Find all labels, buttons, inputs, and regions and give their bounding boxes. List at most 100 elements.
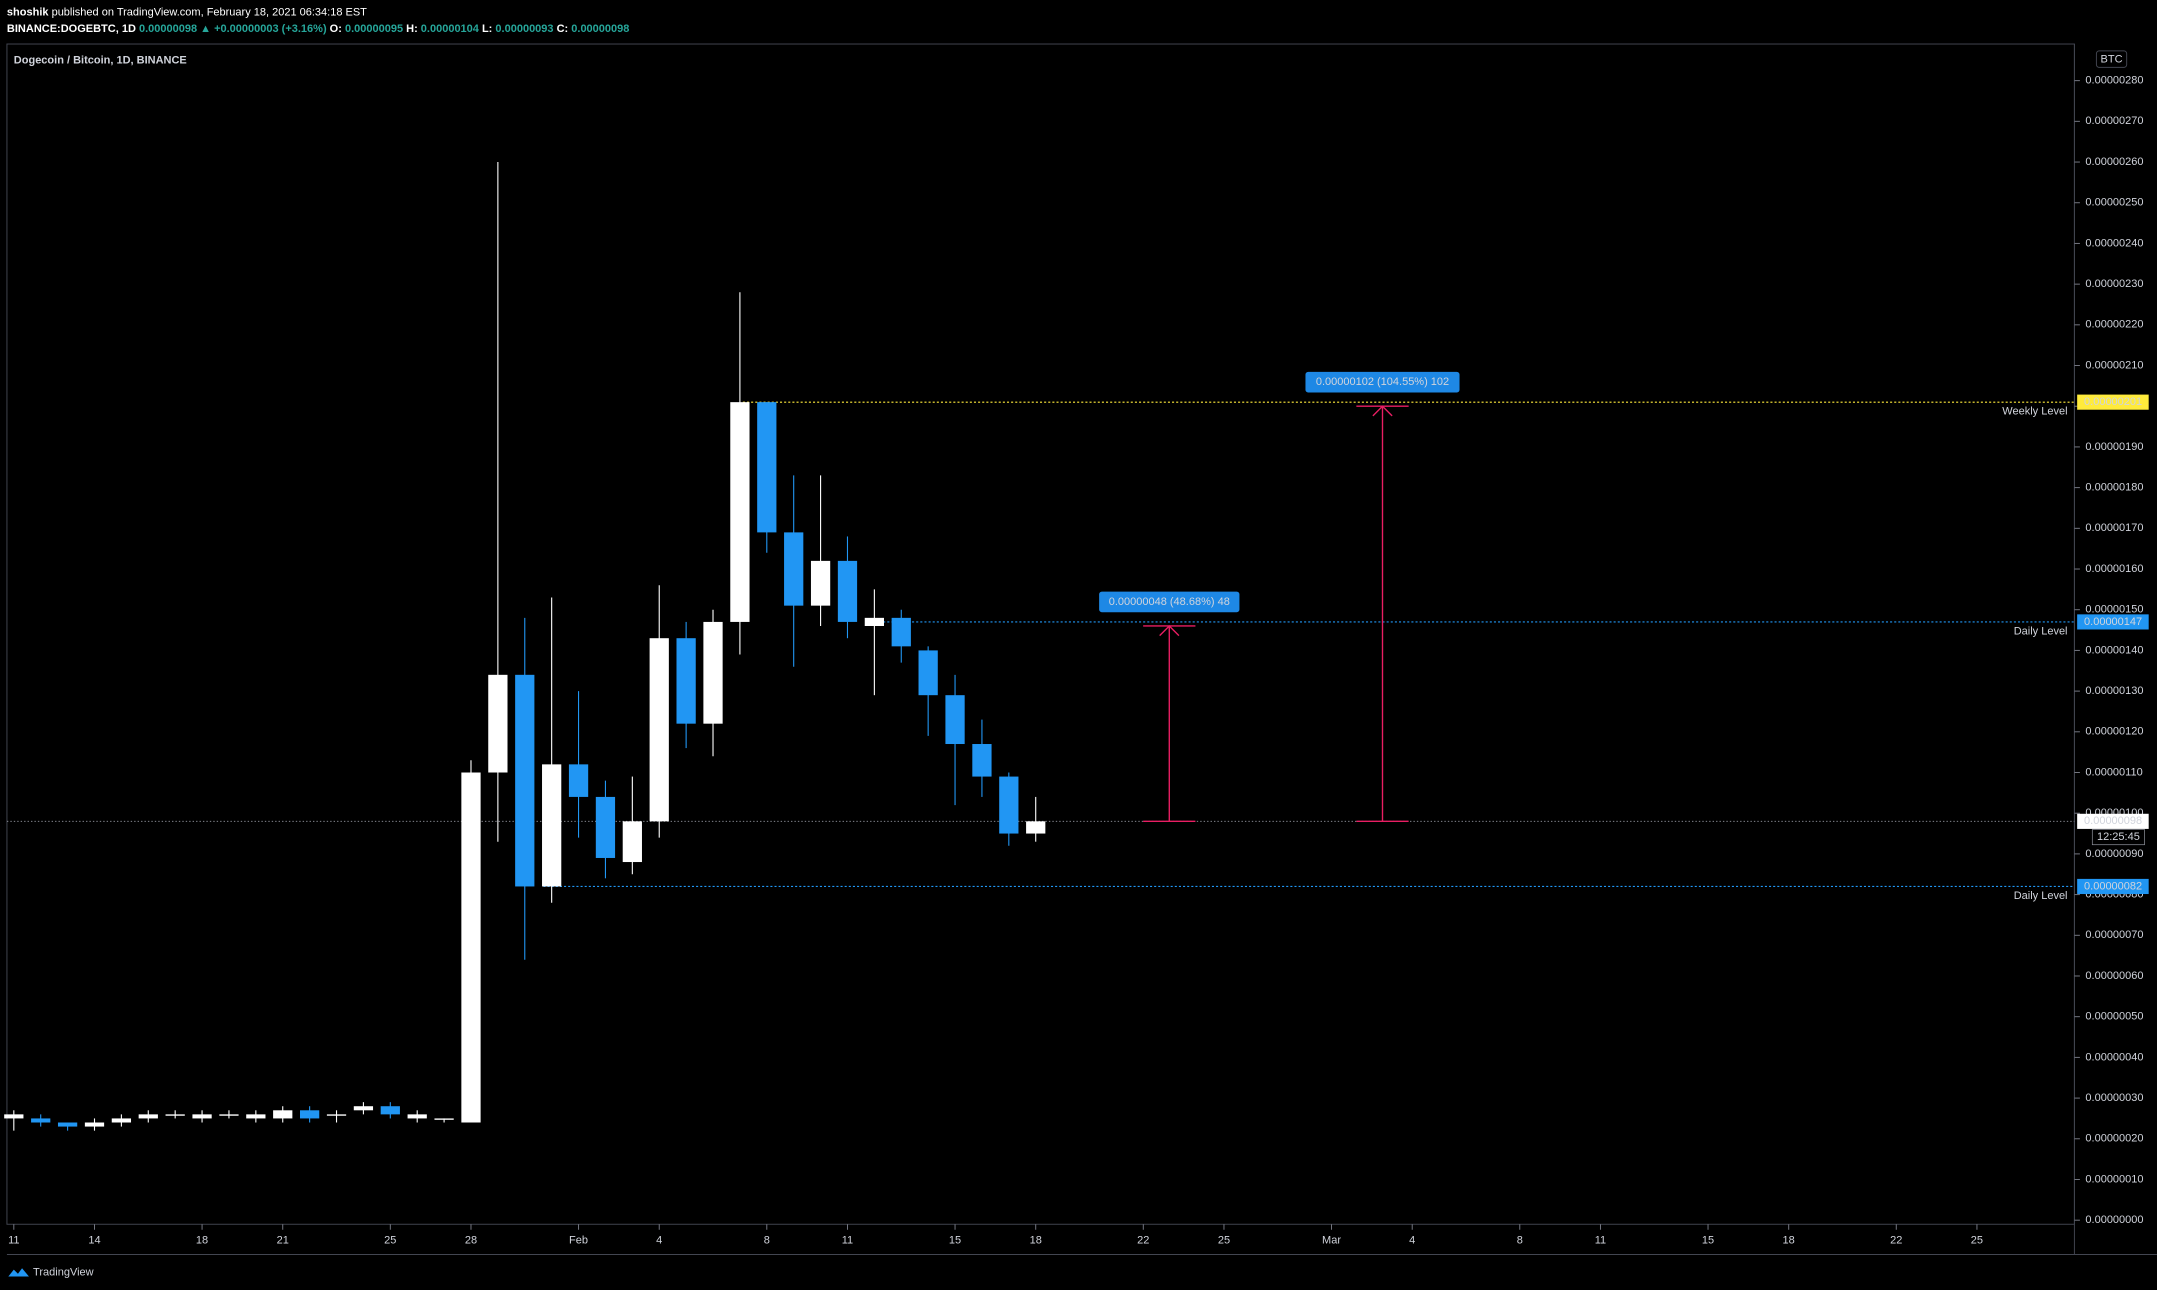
x-tick-label: Mar bbox=[1322, 1235, 1341, 1247]
candle-body bbox=[434, 1118, 454, 1120]
y-tick-label: 0.00000020 bbox=[2085, 1133, 2143, 1145]
x-tick-label: 22 bbox=[1890, 1235, 1902, 1247]
y-tick-label: 0.00000170 bbox=[2085, 522, 2143, 534]
chart-title: Dogecoin / Bitcoin, 1D, BINANCE bbox=[14, 54, 187, 66]
candle-body bbox=[407, 1114, 427, 1119]
candle-body bbox=[515, 674, 535, 887]
candle-body bbox=[488, 674, 508, 773]
candle-body bbox=[999, 776, 1019, 834]
y-tick-label: 0.00000130 bbox=[2085, 685, 2143, 697]
header-item: 0.00000098 bbox=[139, 23, 200, 35]
level-name: Daily Level bbox=[2014, 625, 2068, 637]
x-tick-label: 14 bbox=[88, 1235, 100, 1247]
y-tick-label: 0.00000040 bbox=[2085, 1051, 2143, 1063]
candle-body bbox=[192, 1114, 212, 1119]
level-name: Weekly Level bbox=[2002, 406, 2067, 418]
x-tick-label: 22 bbox=[1137, 1235, 1149, 1247]
candle-body bbox=[31, 1118, 51, 1123]
header-item: 0.00000098 bbox=[571, 23, 629, 35]
arrow-head bbox=[1372, 405, 1393, 417]
y-tick-label: 0.00000060 bbox=[2085, 970, 2143, 982]
x-tick-label: 18 bbox=[1030, 1235, 1042, 1247]
y-tick-label: 0.00000180 bbox=[2085, 482, 2143, 494]
published: published on TradingView.com, February 1… bbox=[49, 6, 368, 18]
y-tick-label: 0.00000150 bbox=[2085, 604, 2143, 616]
candle-body bbox=[703, 621, 723, 724]
header-item: O: bbox=[330, 23, 345, 35]
y-tick-label: 0.00000110 bbox=[2085, 766, 2142, 778]
x-tick-label: Feb bbox=[569, 1235, 588, 1247]
price-tag bbox=[2077, 813, 2149, 829]
candle-body bbox=[542, 764, 562, 887]
candle-body bbox=[810, 560, 831, 606]
candle-body bbox=[4, 1114, 24, 1119]
header-item: 0.00000095 bbox=[345, 23, 406, 35]
candle-body bbox=[300, 1110, 320, 1119]
x-tick-label: 11 bbox=[8, 1235, 19, 1247]
x-tick-label: 11 bbox=[1595, 1235, 1606, 1247]
logo bbox=[8, 1268, 29, 1277]
author: shoshik bbox=[7, 6, 49, 18]
candle-body bbox=[891, 617, 911, 647]
candle-body bbox=[1026, 821, 1046, 834]
y-tick-label: 0.00000050 bbox=[2085, 1011, 2143, 1023]
candle-body bbox=[918, 650, 938, 696]
header-item: ▲ bbox=[200, 23, 214, 35]
candle-body bbox=[246, 1114, 266, 1119]
candle-body bbox=[595, 796, 616, 858]
y-tick-label: 0.00000160 bbox=[2085, 563, 2143, 575]
x-tick-label: 25 bbox=[1218, 1235, 1230, 1247]
header-item: C: bbox=[557, 23, 572, 35]
candle-body bbox=[757, 402, 777, 533]
candle-body bbox=[138, 1114, 158, 1119]
level-tag bbox=[2077, 394, 2149, 410]
candle-body bbox=[864, 617, 884, 626]
candle-body bbox=[622, 821, 642, 863]
candle-body bbox=[326, 1114, 347, 1116]
y-tick-label: 0.00000030 bbox=[2085, 1092, 2143, 1104]
y-tick-label: 0.00000000 bbox=[2085, 1214, 2143, 1226]
y-tick-label: 0.00000210 bbox=[2085, 359, 2143, 371]
candle-body bbox=[57, 1122, 78, 1127]
candle-body bbox=[730, 402, 750, 622]
x-tick-label: 15 bbox=[949, 1235, 961, 1247]
candle-body bbox=[784, 532, 804, 606]
x-tick-label: 18 bbox=[196, 1235, 208, 1247]
x-tick-label: 18 bbox=[1783, 1235, 1795, 1247]
y-tick-label: 0.00000070 bbox=[2085, 929, 2143, 941]
x-tick-label: 4 bbox=[656, 1235, 662, 1247]
price-tag-label: 0.00000098 bbox=[2084, 815, 2142, 827]
currency: BTC bbox=[2101, 54, 2123, 66]
candle-body bbox=[380, 1106, 400, 1115]
candle-body bbox=[219, 1114, 239, 1116]
y-tick-label: 0.00000250 bbox=[2085, 197, 2143, 209]
x-tick-label: 11 bbox=[842, 1235, 853, 1247]
level-tag bbox=[2077, 878, 2149, 895]
header-line-2: BINANCE:DOGEBTC, 1D 0.00000098 ▲ +0.0000… bbox=[7, 23, 629, 35]
y-tick-label: 0.00000090 bbox=[2085, 848, 2143, 860]
currency-box bbox=[2095, 50, 2128, 68]
level-name: Daily Level bbox=[2014, 890, 2068, 902]
y-tick-label: 0.00000140 bbox=[2085, 644, 2143, 656]
header-item: L: bbox=[482, 23, 495, 35]
y-tick-label: 0.00000280 bbox=[2085, 75, 2143, 87]
candle-body bbox=[461, 772, 481, 1123]
x-tick-label: 8 bbox=[1517, 1235, 1523, 1247]
candle-body bbox=[945, 695, 965, 745]
countdown: 12:25:45 bbox=[2097, 831, 2140, 843]
y-tick-label: 0.00000270 bbox=[2085, 115, 2143, 127]
candle-body bbox=[273, 1110, 293, 1119]
candle-body bbox=[676, 638, 696, 724]
candle-body bbox=[972, 744, 992, 777]
y-tick-label: 0.00000120 bbox=[2085, 726, 2143, 738]
y-tick-label: 0.00000080 bbox=[2085, 889, 2143, 901]
header-line-1: shoshik published on TradingView.com, Fe… bbox=[7, 6, 367, 18]
y-tick-label: 0.00000010 bbox=[2085, 1173, 2143, 1185]
level-tag-label: 0.00000147 bbox=[2084, 616, 2142, 628]
level-tag-label: 0.00000201 bbox=[2084, 396, 2142, 408]
level-tag-label: 0.00000082 bbox=[2084, 880, 2142, 892]
header-item: +0.00000003 (+3.16%) bbox=[214, 23, 330, 35]
